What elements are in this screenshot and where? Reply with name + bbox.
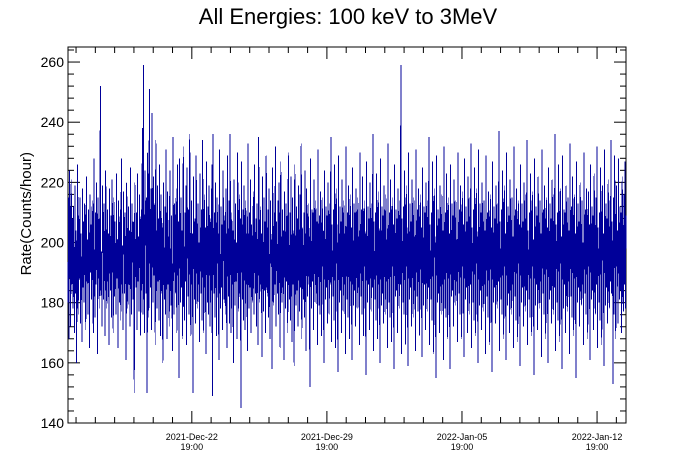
x-tick-time-label: 19:00 <box>181 442 204 452</box>
x-tick-time-label: 19:00 <box>586 442 609 452</box>
y-tick-label: 200 <box>41 235 65 251</box>
x-tick-time-label: 19:00 <box>451 442 474 452</box>
y-tick-label: 240 <box>41 114 65 130</box>
x-tick-date-label: 2021-Dec-29 <box>301 432 353 442</box>
y-tick-label: 220 <box>41 174 65 190</box>
x-tick-time-label: 19:00 <box>316 442 339 452</box>
y-tick-label: 140 <box>41 415 65 431</box>
y-tick-label: 160 <box>41 355 65 371</box>
chart-title: All Energies: 100 keV to 3MeV <box>198 4 498 29</box>
x-tick-date-label: 2022-Jan-12 <box>572 432 623 442</box>
x-tick-date-label: 2022-Jan-05 <box>437 432 488 442</box>
x-tick-date-label: 2021-Dec-22 <box>166 432 218 442</box>
y-tick-label: 260 <box>41 54 65 70</box>
y-tick-label: 180 <box>41 295 65 311</box>
series-line <box>67 65 627 408</box>
x-axis: 2021-Dec-2219:002021-Dec-2919:002022-Jan… <box>75 47 623 452</box>
